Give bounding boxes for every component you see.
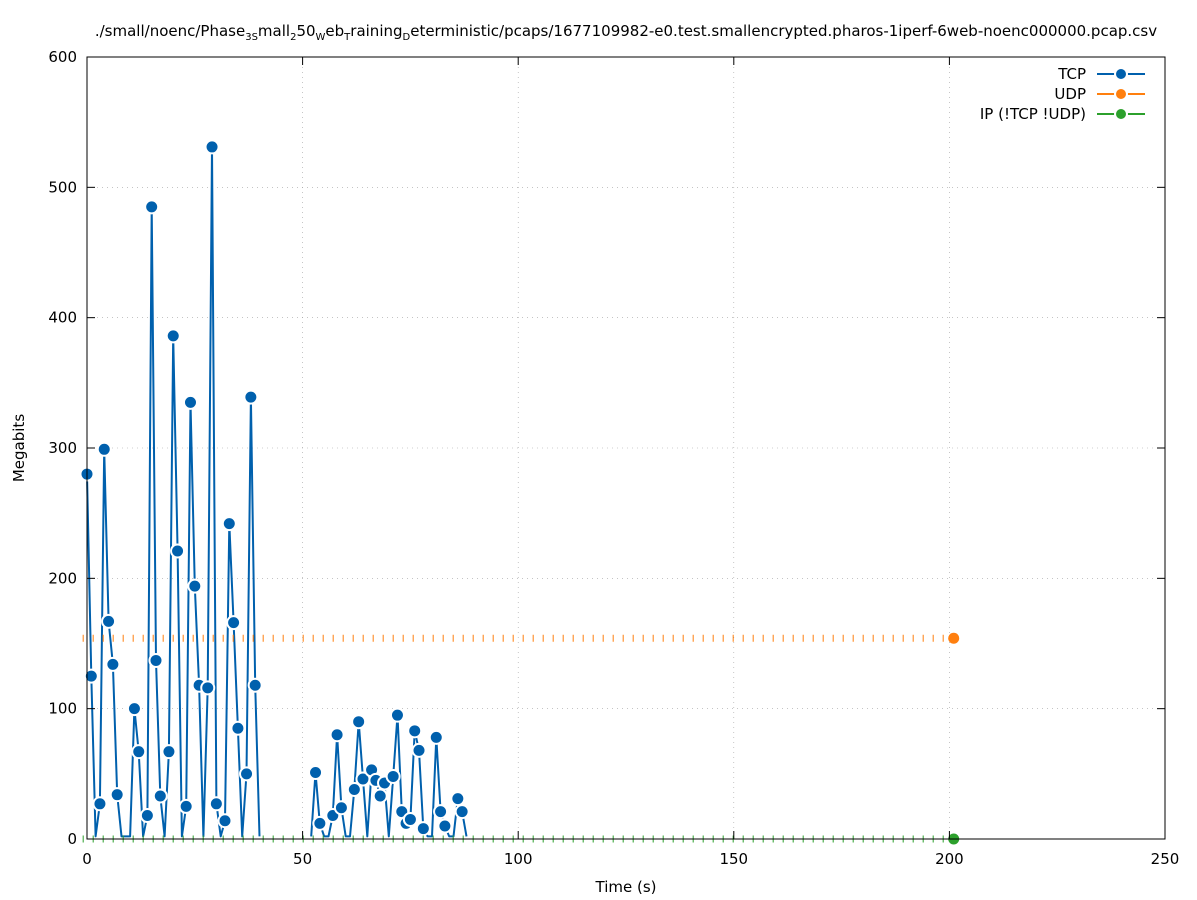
data-point bbox=[230, 720, 246, 736]
data-point bbox=[308, 765, 324, 781]
legend-label: UDP bbox=[1054, 85, 1086, 103]
y-tick-label: 0 bbox=[67, 830, 77, 848]
legend-marker bbox=[1114, 107, 1128, 121]
x-tick-label: 150 bbox=[719, 850, 748, 868]
data-point bbox=[152, 788, 168, 804]
data-point bbox=[182, 394, 198, 410]
data-point bbox=[92, 796, 108, 812]
data-point bbox=[312, 815, 328, 831]
y-tick-label: 400 bbox=[48, 309, 77, 327]
data-point bbox=[208, 796, 224, 812]
grid bbox=[87, 57, 1165, 839]
data-point bbox=[454, 804, 470, 820]
x-tick-label: 0 bbox=[82, 850, 92, 868]
data-point bbox=[221, 516, 237, 532]
y-tick-label: 500 bbox=[48, 178, 77, 196]
axes: 0 50 100 150 200 250 0 100 200 300 400 500 600 bbox=[48, 48, 1179, 868]
data-point bbox=[109, 787, 125, 803]
x-tick-label: 200 bbox=[935, 850, 964, 868]
data-point bbox=[83, 668, 99, 684]
title-segment: eterministic/pcaps/1677109982-e0.test.sm… bbox=[410, 22, 1157, 40]
title-subscript: W bbox=[316, 32, 326, 43]
data-point bbox=[415, 821, 431, 837]
legend-marker bbox=[1114, 67, 1128, 81]
legend-label: TCP bbox=[1057, 65, 1086, 83]
title-subscript: 3S bbox=[245, 32, 258, 43]
data-point bbox=[372, 788, 388, 804]
data-point bbox=[170, 543, 186, 559]
data-point bbox=[243, 389, 259, 405]
data-point bbox=[402, 811, 418, 827]
data-point bbox=[144, 199, 160, 215]
x-tick-label: 100 bbox=[504, 850, 533, 868]
data-point bbox=[96, 441, 112, 457]
y-tick-label: 600 bbox=[48, 48, 77, 66]
data-point bbox=[101, 613, 117, 629]
data-point bbox=[247, 677, 263, 693]
data-point bbox=[333, 800, 349, 816]
title-segment: mall bbox=[258, 22, 290, 40]
series-2 bbox=[82, 632, 960, 644]
data-point bbox=[165, 328, 181, 344]
series-1 bbox=[79, 139, 470, 838]
data-point bbox=[428, 729, 444, 745]
data-point bbox=[126, 701, 142, 717]
y-tick-label: 200 bbox=[48, 569, 77, 587]
data-point bbox=[187, 578, 203, 594]
x-axis-title: Time (s) bbox=[595, 878, 657, 896]
data-point bbox=[433, 804, 449, 820]
title-subscript: D bbox=[403, 32, 411, 43]
y-tick-label: 100 bbox=[48, 700, 77, 718]
data-point bbox=[407, 723, 423, 739]
data-point bbox=[226, 615, 242, 631]
data-point bbox=[204, 139, 220, 155]
legend: TCP UDP IP (!TCP !UDP) bbox=[980, 65, 1145, 123]
plot-border bbox=[86, 56, 1166, 840]
data-point bbox=[437, 818, 453, 834]
data-point bbox=[148, 652, 164, 668]
title-segment: raining bbox=[350, 22, 402, 40]
y-tick-label: 300 bbox=[48, 439, 77, 457]
data-point bbox=[385, 768, 401, 784]
data-point bbox=[351, 714, 367, 730]
y-axis-title: Megabits bbox=[10, 414, 28, 482]
data-point bbox=[389, 707, 405, 723]
legend-marker bbox=[1114, 87, 1128, 101]
data-point bbox=[178, 798, 194, 814]
data-point bbox=[200, 680, 216, 696]
x-tick-label: 50 bbox=[293, 850, 312, 868]
data-point bbox=[105, 656, 121, 672]
data-point bbox=[217, 813, 233, 829]
data-point bbox=[450, 791, 466, 807]
data-point bbox=[161, 744, 177, 760]
chart-title: ./small/noenc/Phase3Small250WebTrainingD… bbox=[95, 22, 1157, 43]
data-point bbox=[346, 781, 362, 797]
title-segment: eb bbox=[325, 22, 344, 40]
data-point bbox=[139, 808, 155, 824]
title-subscript: T bbox=[343, 32, 351, 43]
title-segment: 50 bbox=[296, 22, 315, 40]
series-layer bbox=[79, 139, 960, 845]
data-point bbox=[411, 742, 427, 758]
title-segment: ./small/noenc/Phase bbox=[95, 22, 245, 40]
data-point bbox=[329, 727, 345, 743]
data-point bbox=[131, 744, 147, 760]
data-point bbox=[239, 766, 255, 782]
data-point bbox=[948, 632, 960, 644]
legend-label: IP (!TCP !UDP) bbox=[980, 105, 1086, 123]
x-tick-label: 250 bbox=[1151, 850, 1180, 868]
title-subscript: 2 bbox=[290, 32, 296, 43]
